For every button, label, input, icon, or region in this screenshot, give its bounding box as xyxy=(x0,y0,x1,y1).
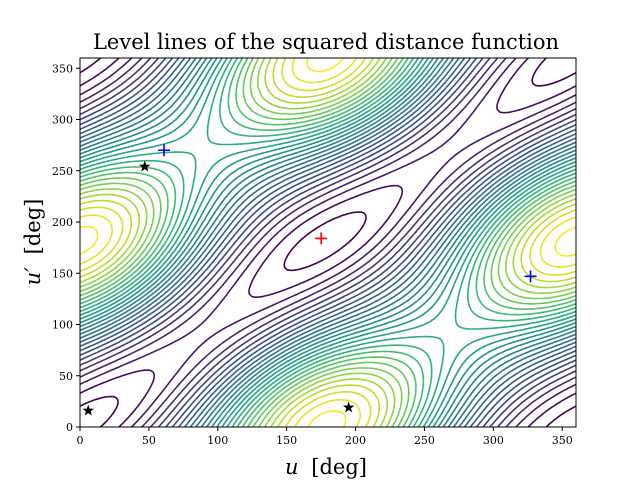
contour-level-line xyxy=(80,58,576,427)
x-axis-var: u xyxy=(285,455,299,479)
y-axis-ticks: 0 50 100 150 200 250 300 350 xyxy=(52,62,80,434)
contour-level-line xyxy=(80,58,576,427)
y-tick-label: 250 xyxy=(52,165,73,178)
x-tick-label: 100 xyxy=(207,434,228,447)
y-tick-label: 200 xyxy=(52,216,73,229)
contour-level-line xyxy=(80,58,576,427)
contour-lines xyxy=(80,58,576,427)
plot-frame xyxy=(79,57,577,428)
contour-level-line xyxy=(80,58,576,427)
y-tick-label: 0 xyxy=(66,421,73,434)
plus-marker xyxy=(524,270,537,283)
contour-level-line xyxy=(80,58,576,427)
plus-marker xyxy=(315,232,328,245)
x-tick-label: 150 xyxy=(276,434,297,447)
y-axis-unit: [deg] xyxy=(21,199,45,255)
y-tick-label: 50 xyxy=(59,370,73,383)
contour-level-line xyxy=(80,58,576,427)
y-tick-label: 100 xyxy=(52,319,73,332)
y-tick-label: 350 xyxy=(52,62,73,75)
contour-level-line xyxy=(80,58,576,427)
contour-level-line xyxy=(80,58,576,427)
contour-level-line xyxy=(80,58,576,427)
x-tick-label: 300 xyxy=(483,434,504,447)
y-tick-label: 150 xyxy=(52,267,73,280)
contour-level-line xyxy=(80,58,576,427)
chart-title: Level lines of the squared distance func… xyxy=(93,30,559,54)
marker-layer xyxy=(82,144,537,416)
x-axis-title: u [deg] xyxy=(285,455,367,479)
contour-level-line xyxy=(80,58,576,427)
x-axis-ticks: 0 50 100 150 200 250 300 350 xyxy=(77,427,573,447)
plus-marker xyxy=(158,144,171,157)
contour-level-line xyxy=(80,58,576,427)
y-tick-label: 300 xyxy=(52,114,73,127)
contour-level-line xyxy=(80,58,576,427)
x-tick-label: 50 xyxy=(142,434,156,447)
y-axis-title: u′ [deg] xyxy=(21,199,45,286)
contour-level-line xyxy=(80,58,576,427)
contour-level-line xyxy=(80,58,576,427)
y-axis-var: u′ xyxy=(21,267,45,286)
x-axis-unit: [deg] xyxy=(311,455,367,479)
x-tick-label: 350 xyxy=(552,434,573,447)
x-tick-label: 0 xyxy=(77,434,84,447)
star-marker xyxy=(82,404,94,416)
star-marker xyxy=(342,401,355,413)
star-marker xyxy=(139,160,151,172)
x-tick-label: 200 xyxy=(345,434,366,447)
x-tick-label: 250 xyxy=(414,434,435,447)
contour-level-line xyxy=(80,58,576,427)
